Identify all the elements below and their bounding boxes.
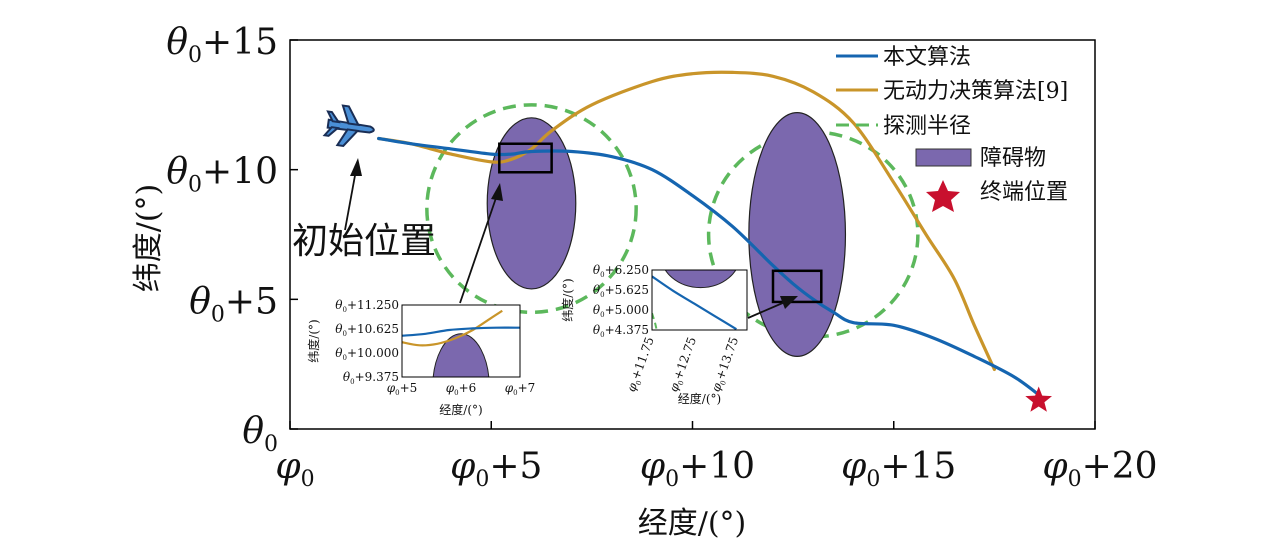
- y-axis-ticks: θ0 θ0+5 θ0+10 θ0+15: [166, 22, 298, 457]
- inset-y-tick-label: θ0+10.625: [335, 322, 399, 338]
- inset-frame: [651, 269, 748, 331]
- legend-label-detection: 探测半径: [883, 114, 971, 139]
- legend-label-end: 终端位置: [980, 180, 1068, 205]
- obstacle-ellipse: [748, 112, 847, 357]
- y-axis-label: 纬度/(°): [131, 184, 166, 293]
- inset2-arrow-line: [747, 301, 786, 319]
- start-arrow-head: [350, 158, 362, 176]
- legend-label-series-1: 本文算法: [883, 45, 971, 70]
- inset-series-1: [402, 326, 520, 337]
- x-axis-ticks: φ0 φ0+5 φ0+10 φ0+15 φ0+20: [275, 421, 1158, 492]
- legend-swatch-end: [926, 180, 960, 212]
- inset-y-axis-label: 纬度/(°): [560, 278, 575, 321]
- y-tick-label: θ0+15: [166, 22, 278, 68]
- detection-radius-circle: [425, 103, 638, 315]
- inset-y-tick-label: θ0+4.375: [593, 323, 649, 339]
- x-tick-label: φ0+5: [450, 446, 542, 492]
- plane-icon: [322, 104, 375, 148]
- inset-series-2: [402, 309, 503, 347]
- x-tick-label: φ0+20: [1042, 446, 1157, 492]
- inset-y-axis-label: 纬度/(°): [306, 319, 321, 362]
- inset2-arrow-head: [780, 296, 798, 309]
- inset-detection-arc: [652, 312, 658, 330]
- zoom-box-2: [771, 269, 823, 304]
- inset-x-axis-label: 经度/(°): [439, 402, 482, 417]
- series-line-2: [377, 70, 996, 371]
- x-tick-label: φ0+10: [640, 446, 755, 492]
- inset-plot-area: [402, 309, 520, 377]
- inset-y-tick-label: θ0+5.625: [593, 283, 649, 299]
- inset-x-tick-label: φ0+6: [446, 381, 477, 397]
- inset-x-tick-label: φ0+13.75: [708, 335, 743, 394]
- inset-frame: [401, 304, 521, 378]
- start-label: 初始位置: [292, 221, 436, 262]
- inset-y-tick-label: θ0+11.250: [335, 298, 399, 314]
- legend-swatch-obstacle: [915, 148, 972, 167]
- legend-label-obstacle: 障碍物: [980, 146, 1046, 171]
- start-arrow-line: [344, 169, 357, 231]
- legend-label-series-2: 无动力决策算法[9]: [883, 79, 1068, 104]
- inset-obstacle: [432, 333, 490, 377]
- y-tick-label: θ0+5: [189, 281, 278, 327]
- zoom-box-1: [498, 142, 553, 174]
- inset-x-tick-label: φ0+7: [505, 381, 536, 397]
- inset-x-tick-label: φ0+11.75: [624, 335, 659, 394]
- inset-y-tick-label: θ0+5.000: [593, 303, 649, 319]
- x-axis-label: 经度/(°): [638, 506, 747, 541]
- inset-series-1: [652, 275, 737, 330]
- inset-x-axis-label: 经度/(°): [678, 391, 721, 406]
- inset1-arrow-head: [491, 183, 503, 201]
- legend: 本文算法 无动力决策算法[9] 探测半径 障碍物 终端位置: [836, 45, 1068, 212]
- inset-y-tick-label: θ0+10.000: [335, 346, 399, 362]
- end-group: [1025, 386, 1052, 412]
- y-tick-label: θ0+10: [166, 152, 278, 198]
- inset-x-tick-label: φ0+12.75: [666, 335, 701, 394]
- inset-y-tick-label: θ0+6.250: [593, 263, 649, 279]
- inset-plot-area: [652, 270, 737, 330]
- inset-2: θ0+6.250 θ0+5.625 θ0+5.000 θ0+4.375φ0+11.75…: [560, 263, 748, 406]
- zoom-box-group: [498, 142, 823, 304]
- y-tick-label: θ0: [242, 411, 278, 457]
- inset-obstacle: [664, 270, 737, 289]
- inset-x-tick-label: φ0+5: [387, 381, 418, 397]
- x-tick-label: φ0+15: [841, 446, 956, 492]
- inset-y-tick-label: θ0+9.375: [343, 370, 399, 386]
- end-star: [1025, 386, 1052, 412]
- inset1-arrow-line: [459, 194, 498, 304]
- x-tick-label: φ0: [275, 446, 314, 492]
